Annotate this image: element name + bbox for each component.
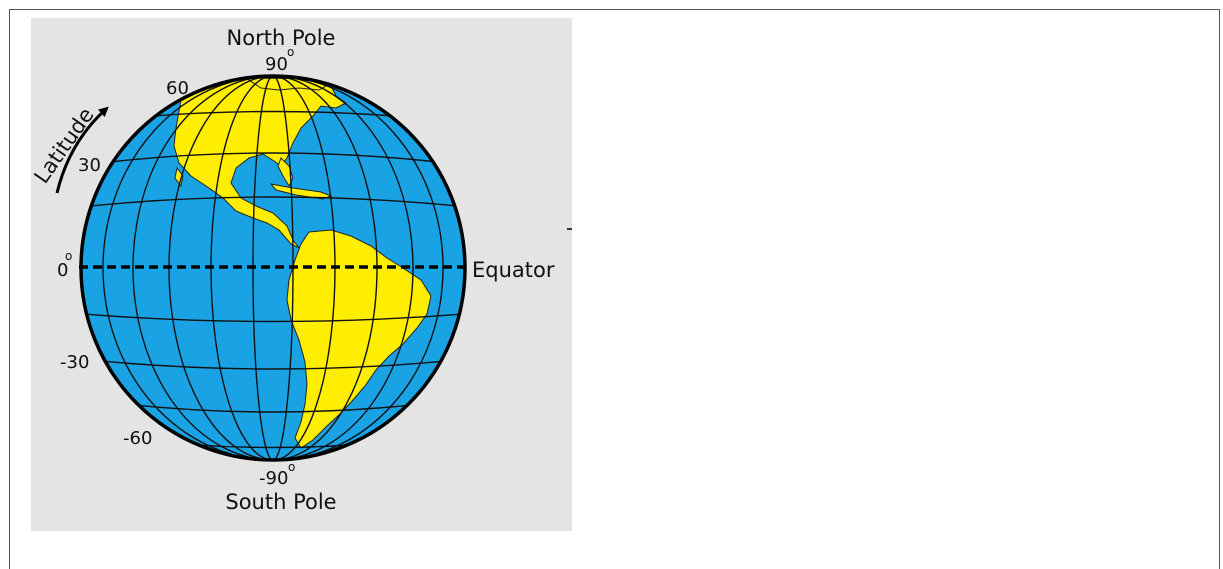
degree-symbol-0: o (65, 249, 72, 263)
lat-label-90: 90 (265, 54, 288, 75)
globe-figure: North Pole South Pole Equator Latitude 9… (31, 18, 572, 531)
north-pole-label: North Pole (227, 26, 336, 50)
equator-label: Equator (472, 258, 555, 282)
degree-symbol-90: o (287, 45, 294, 59)
lat-label-minus-90: -90 (259, 468, 288, 489)
lat-label-minus-60: -60 (123, 428, 152, 449)
globe-diagram: North Pole South Pole Equator Latitude 9… (31, 18, 572, 531)
south-pole-label: South Pole (225, 490, 336, 514)
lat-label-minus-30: -30 (60, 352, 89, 373)
lat-label-0: 0 (57, 260, 68, 281)
lat-label-60: 60 (166, 78, 189, 99)
degree-symbol-minus-90: o (288, 460, 295, 474)
lat-label-30: 30 (78, 155, 101, 176)
